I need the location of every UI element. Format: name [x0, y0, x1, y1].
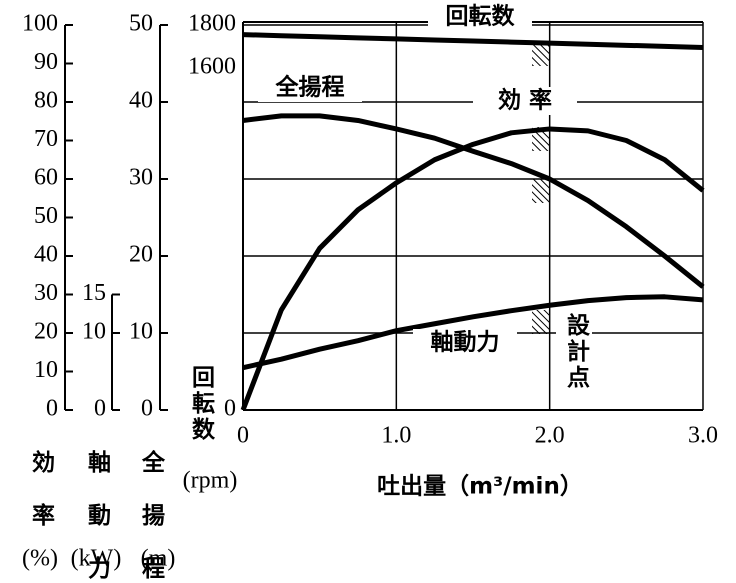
x-tick-label: 0: [237, 423, 249, 449]
axis-title: 全揚程: [138, 449, 167, 583]
curve: [242, 294, 704, 371]
axis-title: 回転数: [188, 365, 216, 443]
y-tick-label: 1600: [188, 53, 236, 79]
axis-unit: (%): [22, 546, 58, 572]
y-tick-label: 10: [82, 319, 106, 345]
curves: [240, 32, 705, 411]
labels: 0102030405060708090100効率(%)01015軸動力(kW)0…: [22, 3, 718, 583]
y-tick-label: 20: [34, 319, 58, 345]
y-tick-label: 80: [34, 88, 58, 114]
series-label: 全揚程: [275, 74, 345, 101]
y-tick-label: 10: [34, 357, 58, 383]
y-tick-label: 30: [34, 280, 58, 306]
label-bg: [428, 3, 532, 31]
curve: [240, 126, 705, 411]
x-tick-label: 3.0: [688, 423, 718, 449]
y-tick-label: 0: [94, 396, 106, 422]
label-bg: [413, 329, 517, 357]
y-tick-label: 0: [224, 396, 236, 422]
axis-unit: (kW): [71, 546, 122, 572]
annotation: 設計点: [563, 312, 591, 391]
y-tick-label: 50: [34, 203, 58, 229]
label-bg: [258, 74, 362, 102]
label-bg: [473, 87, 577, 115]
y-tick-label: 40: [129, 88, 153, 114]
design-point-hatches: [532, 44, 550, 334]
y-tick-label: 50: [129, 11, 153, 37]
axis-unit: (m): [141, 546, 176, 572]
axis-title: 軸動力: [84, 450, 112, 583]
curve: [242, 32, 704, 50]
y-tick-label: 40: [34, 242, 58, 268]
axis-title: 効率: [28, 449, 56, 556]
series-label: 回転数: [446, 4, 516, 30]
y-tick-label: 10: [129, 319, 153, 345]
curve: [242, 113, 705, 289]
y-tick-label: 15: [82, 280, 106, 306]
y-tick-label: 0: [46, 396, 58, 422]
y-tick-label: 20: [129, 242, 153, 268]
axis-unit: (rpm): [183, 468, 238, 494]
series-label: 軸動力: [431, 330, 500, 356]
y-tick-label: 1800: [188, 11, 236, 37]
y-tick-label: 30: [129, 165, 153, 191]
series-label: 効 率: [498, 87, 552, 114]
y-tick-label: 70: [34, 126, 58, 152]
y-tick-label: 100: [22, 11, 58, 37]
x-axis-label: 吐出量（m³/min）: [377, 473, 583, 500]
y-tick-label: 60: [34, 165, 58, 191]
y-tick-label: 0: [141, 396, 153, 422]
y-tick-label: 90: [34, 49, 58, 75]
x-tick-label: 1.0: [381, 423, 411, 449]
x-tick-label: 2.0: [535, 423, 565, 449]
label-bg: [556, 312, 592, 408]
